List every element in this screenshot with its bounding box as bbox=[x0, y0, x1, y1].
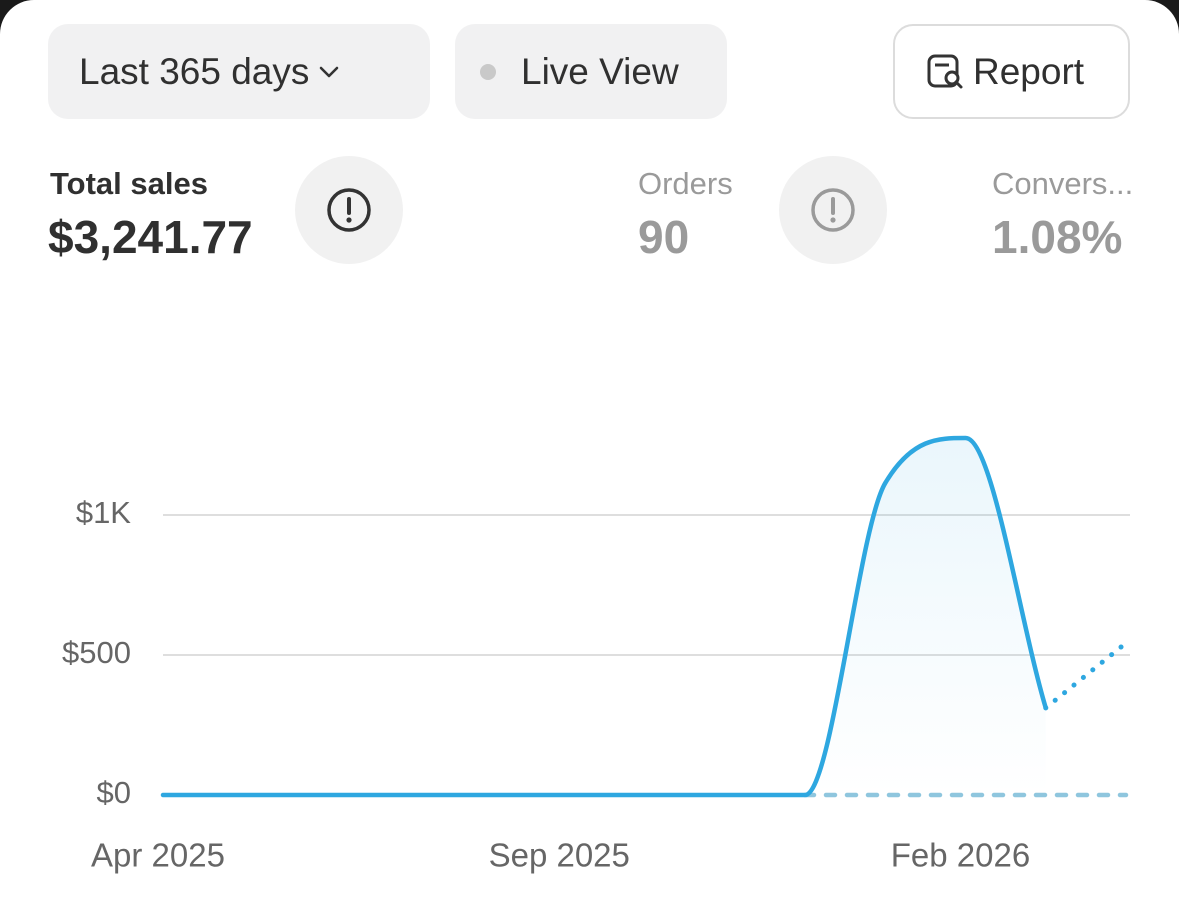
y-tick-label: $0 bbox=[97, 775, 131, 810]
x-tick-label: Feb 2026 bbox=[891, 837, 1030, 874]
live-view-text: Live View bbox=[521, 50, 679, 92]
x-tick-label: Sep 2025 bbox=[489, 837, 630, 874]
report-button[interactable]: Report bbox=[893, 24, 1130, 119]
info-icon bbox=[327, 188, 371, 232]
line-dotted bbox=[1043, 640, 1129, 711]
metric-value: 1.08% bbox=[992, 211, 1123, 263]
metric-value: 90 bbox=[638, 211, 690, 263]
y-tick-label: $1K bbox=[76, 495, 131, 530]
report-text: Report bbox=[973, 50, 1085, 92]
status-dot bbox=[480, 63, 496, 80]
report-icon bbox=[927, 54, 963, 88]
x-tick-label: Apr 2025 bbox=[91, 837, 225, 874]
line-solid bbox=[160, 435, 1048, 798]
date-range-button[interactable]: Last 365 days bbox=[48, 24, 430, 119]
chevron-icon bbox=[320, 66, 339, 77]
line-area bbox=[163, 438, 1046, 795]
metric-label: Total sales bbox=[50, 166, 208, 201]
info-button[interactable] bbox=[779, 156, 887, 264]
y-tick-label: $500 bbox=[62, 635, 131, 670]
info-button[interactable] bbox=[295, 156, 403, 264]
date-range-text: Last 365 days bbox=[79, 50, 310, 92]
metric-label: Orders bbox=[638, 166, 733, 201]
metric-value: $3,241.77 bbox=[48, 211, 253, 263]
metric-label: Convers... bbox=[992, 166, 1134, 201]
info-icon bbox=[811, 188, 855, 232]
live-view-button[interactable]: Live View bbox=[455, 24, 727, 119]
